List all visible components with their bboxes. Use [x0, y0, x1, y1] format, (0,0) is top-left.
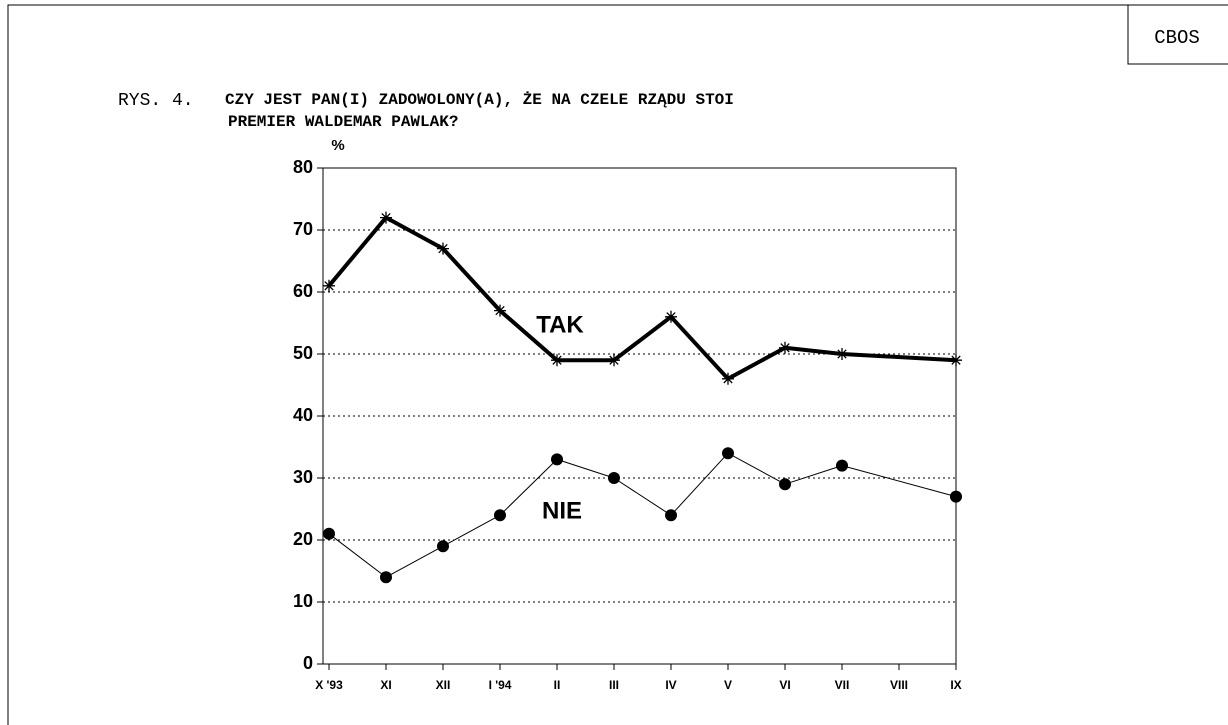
y-tick-label: 40 — [293, 405, 313, 425]
marker — [380, 571, 392, 584]
y-tick-label: 30 — [293, 467, 313, 487]
marker — [437, 540, 449, 553]
y-tick-label: 20 — [293, 529, 313, 549]
series-label: NIE — [542, 497, 582, 524]
x-tick-label: XI — [380, 678, 391, 692]
y-axis-label: % — [331, 137, 344, 154]
x-tick-label: IX — [950, 678, 961, 692]
x-tick-label: VIII — [890, 678, 908, 692]
marker — [950, 354, 962, 367]
x-tick-label: II — [554, 678, 561, 692]
marker — [494, 509, 506, 522]
marker — [722, 447, 734, 460]
marker — [380, 211, 392, 224]
y-tick-label: 0 — [303, 653, 313, 673]
x-tick-label: V — [724, 678, 732, 692]
figure-label: RYS. 4. — [118, 91, 194, 111]
chart-title: PREMIER WALDEMAR PAWLAK? — [228, 113, 458, 131]
marker — [608, 354, 620, 367]
marker — [323, 279, 335, 292]
marker — [494, 304, 506, 317]
marker — [722, 372, 734, 385]
y-tick-label: 80 — [293, 157, 313, 177]
series-label: TAK — [536, 311, 584, 338]
x-tick-label: VI — [779, 678, 790, 692]
y-tick-label: 10 — [293, 591, 313, 611]
marker — [779, 341, 791, 354]
y-tick-label: 70 — [293, 219, 313, 239]
y-tick-label: 60 — [293, 281, 313, 301]
x-tick-label: III — [609, 678, 619, 692]
x-tick-label: IV — [665, 678, 676, 692]
corner-box — [1127, 4, 1228, 65]
page-frame — [7, 4, 1228, 725]
marker — [665, 310, 677, 323]
y-tick-label: 50 — [293, 343, 313, 363]
marker — [836, 348, 848, 360]
x-tick-label: XII — [436, 678, 451, 692]
marker — [665, 509, 677, 522]
marker — [950, 490, 962, 503]
marker — [437, 242, 449, 255]
chart-title: CZY JEST PAN(I) ZADOWOLONY(A), ŻE NA CZE… — [225, 91, 734, 109]
plot-frame — [322, 167, 957, 665]
marker — [551, 453, 563, 466]
marker — [836, 459, 848, 472]
corner-label: CBOS — [1154, 27, 1200, 49]
x-tick-label: I '94 — [489, 678, 512, 692]
line — [328, 452, 957, 578]
x-tick-label: VII — [835, 678, 850, 692]
line — [327, 215, 957, 381]
marker — [551, 354, 563, 367]
marker — [608, 472, 620, 484]
marker — [779, 478, 791, 491]
marker — [323, 527, 335, 540]
x-tick-label: X '93 — [315, 678, 343, 692]
